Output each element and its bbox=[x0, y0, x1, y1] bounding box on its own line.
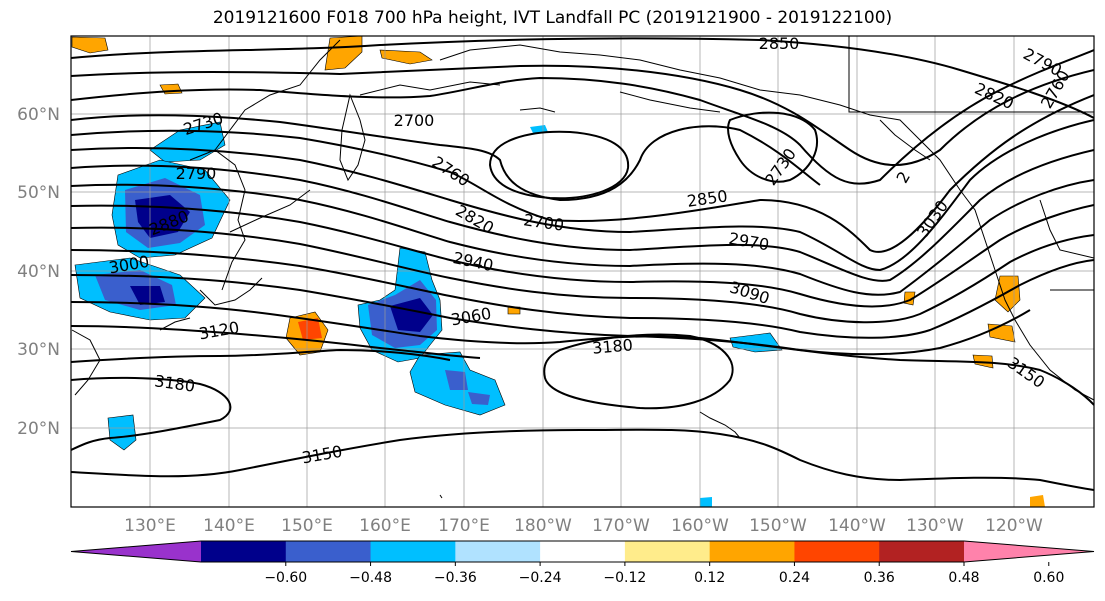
colorbar-tick-label: −0.12 bbox=[603, 570, 646, 586]
map-title: 2019121600 F018 700 hPa height, IVT Land… bbox=[212, 8, 893, 28]
lon-label: 150°E bbox=[281, 516, 333, 536]
lat-label: 60°N bbox=[17, 105, 60, 125]
map-area: 2850 2790 2760 2820 2730 2700 2790 2730 … bbox=[71, 34, 1094, 507]
colorbar: −0.60 −0.48 −0.36 −0.24 −0.12 0.12 0.24 0.36 0.4… bbox=[70, 540, 1095, 586]
lon-label: 170°W bbox=[592, 516, 650, 536]
lat-label: 50°N bbox=[17, 183, 60, 203]
colorbar-tick-label: −0.24 bbox=[519, 570, 562, 586]
lon-label: 150°W bbox=[749, 516, 807, 536]
coastlines bbox=[71, 36, 1094, 499]
colorbar-segment bbox=[794, 541, 880, 562]
colorbar-segment bbox=[624, 541, 711, 562]
colorbar-segment bbox=[709, 541, 795, 562]
colorbar-tick-label: 0.48 bbox=[948, 570, 979, 586]
colorbar-segment bbox=[879, 541, 965, 562]
contour-label: 2700 bbox=[394, 111, 435, 130]
lon-label: 160°W bbox=[671, 516, 729, 536]
lat-lon-grid bbox=[71, 36, 1094, 507]
latitude-labels: 60°N 50°N 40°N 30°N 20°N bbox=[17, 105, 60, 439]
map-frame bbox=[70, 35, 1095, 508]
lon-label: 120°W bbox=[985, 516, 1043, 536]
colorbar-segment bbox=[540, 541, 626, 562]
colorbar-segment bbox=[455, 541, 541, 562]
contour-label: 2850 bbox=[759, 34, 800, 53]
colorbar-tick-label: −0.60 bbox=[264, 570, 307, 586]
colorbar-tick-label: −0.48 bbox=[349, 570, 392, 586]
contour-label: 3180 bbox=[591, 335, 633, 357]
lon-label: 140°E bbox=[203, 516, 255, 536]
lon-label: 180°W bbox=[514, 516, 572, 536]
lat-label: 30°N bbox=[17, 340, 60, 360]
colorbar-tick-label: 0.36 bbox=[864, 570, 895, 586]
lat-label: 40°N bbox=[17, 262, 60, 282]
colorbar-segment bbox=[285, 541, 372, 562]
height-contours bbox=[71, 37, 1094, 491]
lon-label: 130°E bbox=[124, 516, 176, 536]
longitude-labels: 130°E 140°E 150°E 160°E 170°E 180°W 170°… bbox=[124, 516, 1043, 536]
colorbar-tick-label: 0.60 bbox=[1033, 570, 1064, 586]
lat-label: 20°N bbox=[17, 419, 60, 439]
colorbar-extend-min bbox=[71, 541, 201, 562]
lon-label: 170°E bbox=[438, 516, 490, 536]
colorbar-segment bbox=[370, 541, 456, 562]
colorbar-extend-max bbox=[964, 541, 1094, 562]
lon-label: 160°E bbox=[359, 516, 411, 536]
colorbar-tick-label: 0.12 bbox=[694, 570, 725, 586]
lon-label: 130°W bbox=[906, 516, 964, 536]
colorbar-tick-label: −0.36 bbox=[434, 570, 477, 586]
colorbar-tick-label: 0.24 bbox=[779, 570, 810, 586]
lon-label: 140°W bbox=[828, 516, 886, 536]
colorbar-segment bbox=[201, 541, 287, 562]
contour-label: 2790 bbox=[176, 164, 217, 183]
colorbar-outline bbox=[70, 540, 1095, 563]
